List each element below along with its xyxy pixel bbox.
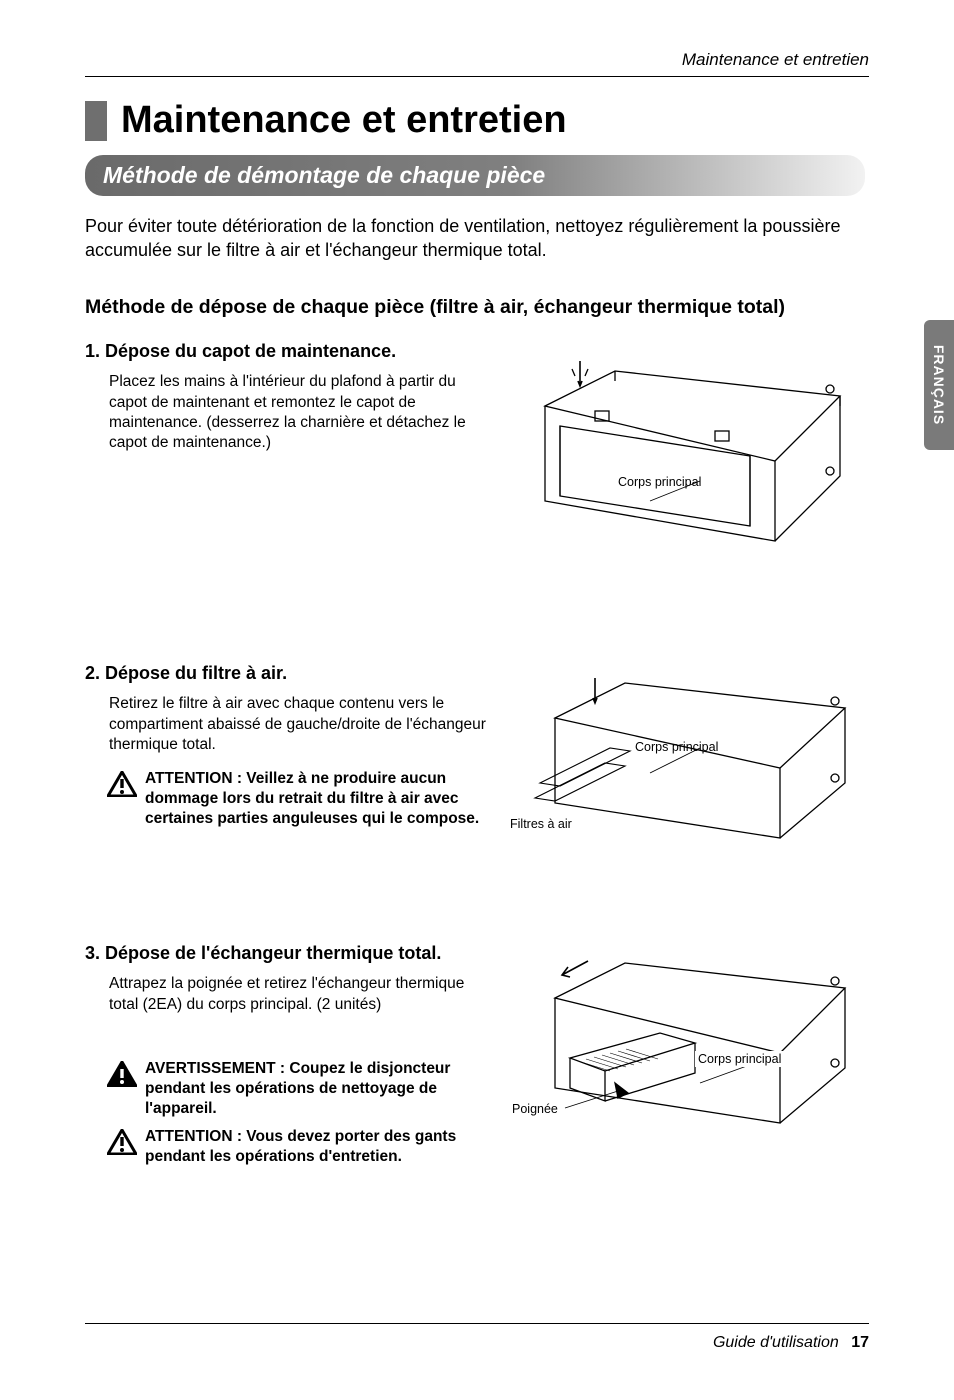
footer: Guide d'utilisation 17 [85,1323,869,1352]
figure-2-svg: Corps principal Filtres à air [500,663,860,863]
step-1-title: 1. Dépose du capot de maintenance. [85,341,490,362]
step-3-warning-text: AVERTISSEMENT : Coupez le disjoncteur pe… [145,1059,490,1119]
rule-bottom [85,1323,869,1324]
intro-paragraph: Pour éviter toute détérioration de la fo… [85,214,869,263]
subsection-band: Méthode de démontage de chaque pièce [85,155,865,196]
spacer [85,899,869,943]
language-tab-label: FRANÇAIS [931,345,947,425]
step-3-title: 3. Dépose de l'échangeur thermique total… [85,943,490,964]
footer-page-number: 17 [851,1334,869,1351]
step-2-caution-row: ATTENTION : Veillez à ne produire aucun … [85,769,490,829]
spacer [85,587,869,663]
step-2-caution-text: ATTENTION : Veillez à ne produire aucun … [145,769,490,829]
running-header: Maintenance et entretien [85,50,869,70]
rule-top [85,76,869,77]
step-3-caution-text: ATTENTION : Vous devez porter des gants … [145,1127,490,1167]
warning-icon [107,1061,137,1087]
figure-1-svg: Corps principal [500,341,860,551]
step-2-title: 2. Dépose du filtre à air. [85,663,490,684]
caution-icon [107,771,137,797]
fig3-label-handle: Poignée [512,1102,558,1116]
step-2: 2. Dépose du filtre à air. Retirez le fi… [85,663,869,863]
footer-guide: Guide d'utilisation [713,1334,839,1351]
figure-3-svg: Corps principal Poignée [500,943,860,1153]
step-1-text: 1. Dépose du capot de maintenance. Place… [85,341,490,467]
fig3-label-main: Corps principal [698,1052,781,1066]
step-1-body: Placez les mains à l'intérieur du plafon… [85,372,490,453]
step-3-text: 3. Dépose de l'échangeur thermique total… [85,943,490,1167]
step-3-caution-row: ATTENTION : Vous devez porter des gants … [85,1127,490,1167]
footer-text: Guide d'utilisation 17 [85,1334,869,1352]
section-title-wrap: Maintenance et entretien [85,101,869,141]
step-2-text: 2. Dépose du filtre à air. Retirez le fi… [85,663,490,829]
section-title-bar [85,101,107,141]
section-title: Maintenance et entretien [107,101,567,141]
step-3-body: Attrapez la poignée et retirez l'échange… [85,974,490,1014]
step-1: 1. Dépose du capot de maintenance. Place… [85,341,869,551]
fig2-label-filter: Filtres à air [510,817,572,831]
page: Maintenance et entretien Maintenance et … [0,0,954,1400]
step-3-figure: Corps principal Poignée [490,943,869,1153]
step-3: 3. Dépose de l'échangeur thermique total… [85,943,869,1167]
step-2-body: Retirez le filtre à air avec chaque cont… [85,694,490,754]
step-2-figure: Corps principal Filtres à air [490,663,869,863]
language-tab: FRANÇAIS [924,320,954,450]
step-1-figure: Corps principal [490,341,869,551]
caution-icon [107,1129,137,1155]
step-3-warning-row: AVERTISSEMENT : Coupez le disjoncteur pe… [85,1059,490,1119]
fig2-label-main: Corps principal [635,740,718,754]
fig1-label-main: Corps principal [618,475,701,489]
method-heading: Méthode de dépose de chaque pièce (filtr… [85,296,869,319]
